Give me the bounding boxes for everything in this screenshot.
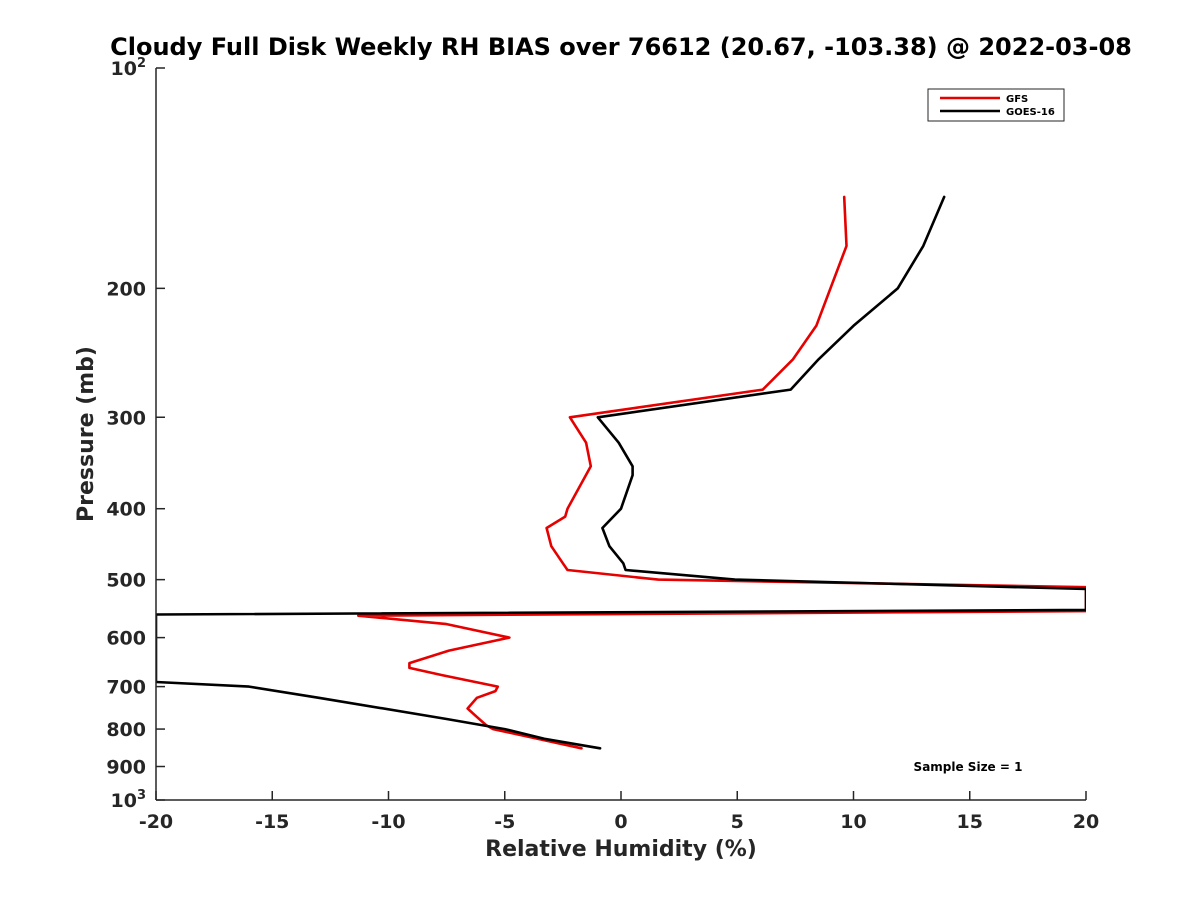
y-tick-label: 700	[106, 677, 146, 699]
y-tick-label: 102	[111, 56, 147, 80]
x-tick-label: -15	[255, 811, 289, 833]
legend-box	[927, 88, 1065, 122]
series-layer	[156, 195, 1086, 750]
chart-title: Cloudy Full Disk Weekly RH BIAS over 766…	[110, 33, 1132, 61]
series-line-gfs	[356, 195, 1086, 750]
x-tick-label: 20	[1073, 811, 1099, 833]
x-tick-label: 0	[614, 811, 627, 833]
y-tick-label: 500	[106, 570, 146, 592]
x-tick-label: -5	[494, 811, 515, 833]
y-axis-ticks: 102 200 300 400 500 600 700 800 900 103	[106, 56, 165, 812]
x-tick-label: 15	[957, 811, 983, 833]
series-line-goes16	[156, 195, 1086, 750]
legend-label-goes16: GOES-16	[1006, 107, 1055, 118]
y-tick-label: 800	[106, 719, 146, 741]
legend-label-gfs: GFS	[1006, 94, 1028, 105]
x-tick-label: -10	[371, 811, 405, 833]
x-axis-label: Relative Humidity (%)	[485, 837, 757, 862]
y-tick-label: 900	[106, 757, 146, 779]
x-tick-label: 10	[840, 811, 866, 833]
y-tick-label: 600	[106, 628, 146, 650]
y-axis-label: Pressure (mb)	[74, 346, 99, 522]
y-tick-label: 200	[106, 278, 146, 300]
x-tick-label: -20	[139, 811, 173, 833]
x-axis-ticks: -20 -15 -10 -5 0 5 10 15 20	[139, 791, 1099, 833]
sample-size-annotation: Sample Size = 1	[914, 760, 1023, 774]
y-tick-label: 400	[106, 499, 146, 521]
y-tick-label: 300	[106, 407, 146, 429]
y-tick-label: 103	[111, 788, 147, 812]
legend: GFS GOES-16	[927, 88, 1065, 122]
x-tick-label: 5	[731, 811, 744, 833]
